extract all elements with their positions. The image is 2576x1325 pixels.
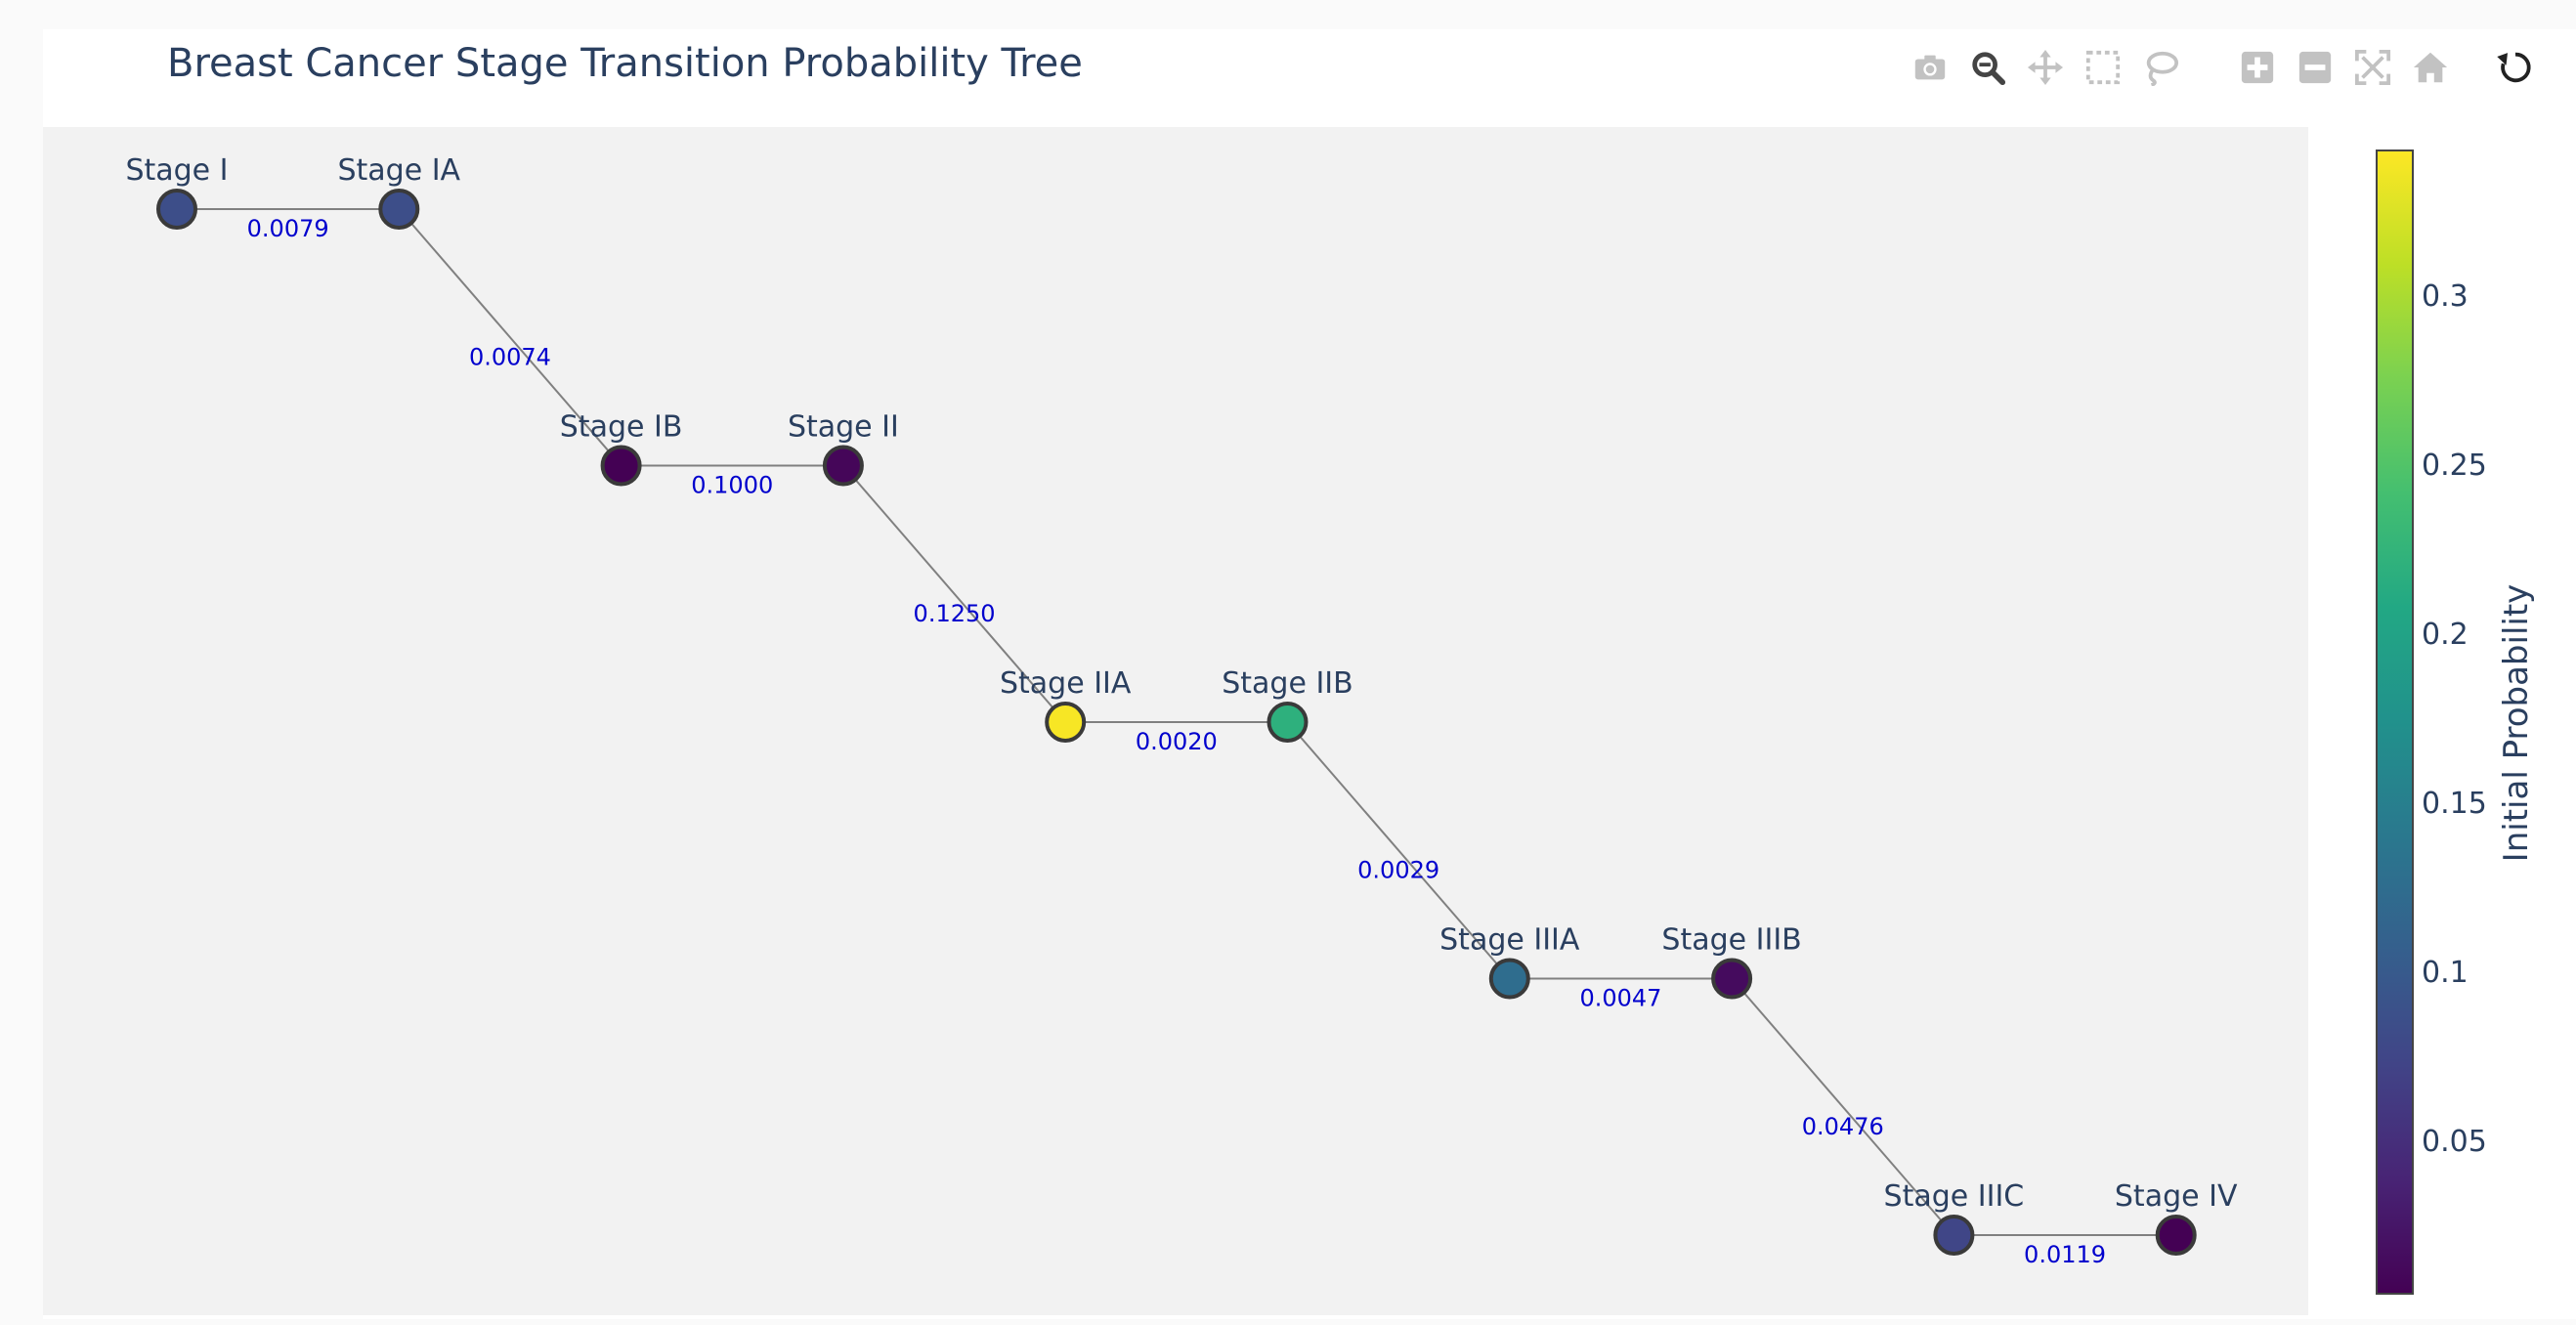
- node-marker[interactable]: [378, 189, 420, 230]
- edge-labels-layer: 0.0079 0.0074 0.1000 0.1250 0.0020 0.0029 0.00…: [247, 215, 2106, 1268]
- zoom-icon[interactable]: [1968, 48, 2007, 87]
- colorbar-ticks: 0.05 0.1 0.15 0.2 0.25 0.3: [2422, 279, 2487, 1159]
- nodes-layer: [156, 189, 2197, 1256]
- node-marker[interactable]: [822, 445, 864, 487]
- box-select-icon[interactable]: [2083, 48, 2123, 87]
- edge-label: 0.0119: [2024, 1241, 2106, 1268]
- camera-icon[interactable]: [1911, 48, 1950, 87]
- node-label: Stage IIIA: [1439, 923, 1580, 958]
- node-marker[interactable]: [2155, 1215, 2197, 1256]
- node-label: Stage IA: [337, 153, 460, 188]
- pan-icon[interactable]: [2026, 48, 2065, 87]
- edge-label: 0.0079: [247, 215, 329, 242]
- node-label: Stage IB: [560, 410, 683, 445]
- lasso-select-icon[interactable]: [2141, 48, 2180, 87]
- colorbar-tick-label: 0.05: [2422, 1125, 2487, 1159]
- edges-layer: [177, 208, 2176, 1236]
- node-marker[interactable]: [1711, 958, 1753, 1000]
- edge-label: 0.1000: [691, 472, 773, 499]
- node-label: Stage IIB: [1222, 666, 1353, 701]
- colorbar-tick-label: 0.1: [2422, 956, 2469, 990]
- node-label: Stage IIIC: [1884, 1179, 2025, 1214]
- autoscale-icon[interactable]: [2353, 48, 2392, 87]
- node-marker[interactable]: [1933, 1215, 1975, 1256]
- node-label: Stage I: [125, 153, 228, 188]
- colorbar: 0.05 0.1 0.15 0.2 0.25 0.3 Initial Probabilit…: [2376, 150, 2536, 1295]
- colorbar-tick-label: 0.15: [2422, 787, 2487, 821]
- node-labels-layer: Stage I Stage IA Stage IB Stage II Stage IIA…: [125, 153, 2238, 1214]
- edge-line: [1286, 721, 1511, 980]
- node-label: Stage IIIB: [1661, 923, 1801, 958]
- colorbar-title: Initial Probability: [2497, 584, 2536, 863]
- node-marker[interactable]: [600, 445, 642, 487]
- node-marker[interactable]: [156, 189, 197, 230]
- colorbar-tick-label: 0.3: [2422, 279, 2469, 314]
- zoom-in-icon[interactable]: [2238, 48, 2277, 87]
- reset-axes-icon[interactable]: [2411, 48, 2450, 87]
- edge-label: 0.0074: [469, 343, 551, 370]
- reset-view-icon[interactable]: [2496, 48, 2535, 87]
- edge-label: 0.1250: [914, 600, 996, 627]
- node-marker[interactable]: [1488, 958, 1530, 1000]
- chart-title: Breast Cancer Stage Transition Probabili…: [167, 41, 1083, 86]
- edge-label: 0.0029: [1357, 856, 1439, 883]
- colorbar-gradient: [2376, 150, 2414, 1295]
- node-label: Stage IV: [2115, 1179, 2238, 1214]
- edge-label: 0.0476: [1802, 1113, 1884, 1140]
- edge-label: 0.0047: [1579, 985, 1661, 1012]
- edge-line: [398, 208, 623, 467]
- zoom-out-icon[interactable]: [2296, 48, 2335, 87]
- edge-line: [1731, 977, 1955, 1236]
- colorbar-tick-label: 0.2: [2422, 618, 2469, 652]
- colorbar-tick-label: 0.25: [2422, 449, 2487, 483]
- edge-label: 0.0020: [1136, 728, 1218, 755]
- edge-line: [842, 464, 1066, 723]
- node-label: Stage II: [788, 410, 899, 445]
- modebar: [1892, 45, 2535, 90]
- node-marker[interactable]: [1045, 702, 1087, 743]
- node-marker[interactable]: [1267, 702, 1309, 743]
- node-label: Stage IIA: [1000, 666, 1132, 701]
